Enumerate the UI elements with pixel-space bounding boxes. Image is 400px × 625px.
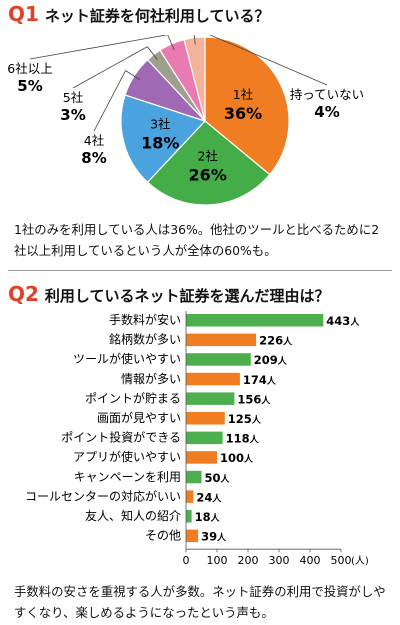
pie-value-label: 5% <box>17 77 42 95</box>
pie-label: 1社 <box>233 87 253 102</box>
bar-value-label: 18人 <box>195 510 221 524</box>
x-tick-label: 400 <box>300 554 321 567</box>
bar-value-label: 156人 <box>237 392 271 406</box>
bar-category-label: 銘柄数が多い <box>109 332 181 347</box>
bar <box>186 333 257 347</box>
bar-category-label: ツールが使いやすい <box>73 351 181 366</box>
pie-slice <box>146 120 271 206</box>
bar-category-label: 情報が多い <box>121 371 181 386</box>
pie-label: 3社 <box>150 117 170 132</box>
pie-value-label: 26% <box>189 166 227 185</box>
q2-heading: Q2 利用しているネット証券を選んだ理由は？ <box>8 282 329 306</box>
pie-leader-line <box>93 70 141 132</box>
bar-value-label: 226人 <box>259 334 293 348</box>
q1-note: 1社のみを利用している人は36%。他社のツールと比べるために2社以上利用している… <box>14 222 380 258</box>
section-divider <box>8 270 392 271</box>
bar-category-label: 手数料が安い <box>109 312 181 327</box>
x-tick-label: 100 <box>207 554 228 567</box>
pie-value-label: 3% <box>60 106 85 124</box>
x-tick-label: 500 <box>331 554 352 567</box>
bar-value-label: 174人 <box>243 373 277 387</box>
pie-value-label: 8% <box>81 149 106 167</box>
bar-category-label: アプリが使いやすい <box>73 449 181 464</box>
pie-value-label: 36% <box>224 104 262 123</box>
q2-number: Q2 <box>8 282 39 306</box>
pie-leader-line <box>193 35 328 86</box>
bar <box>186 510 192 523</box>
bar-value-label: 125人 <box>228 412 262 426</box>
pie-label: 持っていない <box>290 87 364 102</box>
bar-category-label: キャンペーンを利用 <box>74 470 181 484</box>
bar <box>186 451 217 464</box>
pie-label: 2社 <box>197 149 217 164</box>
pie-leader-line <box>72 46 158 89</box>
pie-label: 6社以上 <box>7 61 52 76</box>
x-tick-label: 0 <box>183 554 190 567</box>
q1-title: ネット証券を何社利用している？ <box>44 7 270 25</box>
q2-note: 手数料の安さを重視する人が多数。ネット証券の利用で投資がしやすくなり、楽しめるよ… <box>14 584 386 620</box>
bar <box>186 392 235 405</box>
bar-category-label: その他 <box>145 529 181 543</box>
bar <box>186 353 251 366</box>
bar <box>186 490 194 503</box>
bar <box>186 372 240 386</box>
bar <box>186 412 225 425</box>
bar-value-label: 50人 <box>205 471 231 485</box>
x-axis-unit: (人) <box>351 555 369 567</box>
pie-label: 5社 <box>63 90 83 105</box>
x-tick-label: 300 <box>269 554 290 567</box>
q2-title: 利用しているネット証券を選んだ理由は？ <box>44 287 330 305</box>
pie-value-label: 4% <box>314 103 339 121</box>
pie-leader-line <box>29 35 175 60</box>
bar-value-label: 39人 <box>201 530 227 544</box>
bar <box>186 314 324 327</box>
bar-category-label: コールセンターの対応がいい <box>25 488 181 503</box>
pie-label: 4社 <box>84 133 104 148</box>
bar-value-label: 443人 <box>326 314 360 328</box>
x-tick-label: 200 <box>238 554 259 567</box>
bar <box>186 529 199 543</box>
pie-value-label: 18% <box>141 134 179 153</box>
bar-category-label: ポイント投資ができる <box>61 430 181 445</box>
bar-category-label: ポイントが貯まる <box>85 390 181 405</box>
bar <box>186 470 202 484</box>
bar-value-label: 209人 <box>254 353 288 367</box>
bar <box>186 431 223 445</box>
bar-value-label: 24人 <box>196 490 222 504</box>
q1-number: Q1 <box>8 2 39 26</box>
bar-value-label: 100人 <box>220 451 254 465</box>
bar-category-label: 画面が見やすい <box>97 410 181 425</box>
pie-slice <box>120 94 207 184</box>
bar-value-label: 118人 <box>226 432 260 446</box>
bar-category-label: 友人、知人の紹介 <box>85 509 181 523</box>
pie-slice <box>204 36 290 176</box>
q1-heading: Q1 ネット証券を何社利用している？ <box>8 2 269 26</box>
